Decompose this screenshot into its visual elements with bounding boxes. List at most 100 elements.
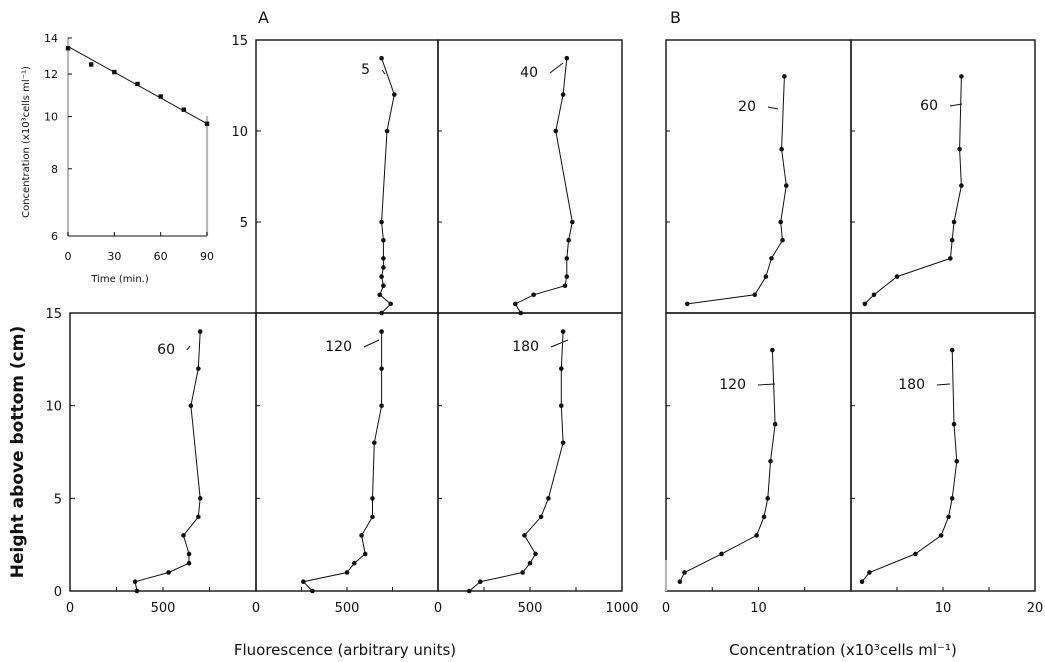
data-point-a-60 <box>132 579 138 585</box>
data-point-b-20 <box>769 256 774 261</box>
inset-y-tick-label: 14 <box>44 32 58 45</box>
data-point-b-20 <box>752 292 758 298</box>
data-point-b-180 <box>867 570 872 575</box>
data-point-a-180 <box>527 560 533 566</box>
annotation-leader-b-60 <box>949 103 963 107</box>
data-point-a-120 <box>379 366 384 371</box>
data-point-b-180 <box>951 421 957 427</box>
inset-ylabel: Concentration (x10³cells ml⁻¹) <box>21 66 32 218</box>
inset-x-tick-label: 90 <box>200 250 214 263</box>
data-point-b-60 <box>862 301 868 307</box>
height-tick-label: 0 <box>54 585 62 600</box>
annotation-label-b-20: 20 <box>738 99 756 115</box>
data-point-a-40 <box>562 283 568 289</box>
panel-frame-a-5 <box>255 39 439 314</box>
data-point-b-180 <box>954 458 960 464</box>
fluorescence-tick-label: 500 <box>151 601 176 616</box>
data-point-b-60 <box>959 183 964 188</box>
axis-ticks <box>67 37 990 592</box>
data-point-b-60 <box>951 219 957 225</box>
text-layer: A B Height above bottom (cm) Fluorescenc… <box>8 8 1043 659</box>
data-point-a-60 <box>188 403 194 409</box>
data-point-a-60 <box>134 588 140 594</box>
concentration-tick-label: 10 <box>935 601 952 616</box>
data-point-a-180 <box>466 588 472 594</box>
data-point-a-120 <box>372 440 377 446</box>
data-point-a-120 <box>359 533 364 538</box>
inset-y-tick-label: 8 <box>51 163 58 176</box>
inset-data-point <box>158 94 163 99</box>
fluorescence-tick-label: 500 <box>335 601 360 616</box>
series-line-a-180 <box>468 331 564 592</box>
inset-xlabel: Time (min.) <box>90 274 149 285</box>
data-point-b-180 <box>946 514 951 520</box>
data-point-b-60 <box>959 74 964 79</box>
data-point-a-60 <box>197 329 203 334</box>
data-point-a-5 <box>392 92 397 97</box>
data-point-a-180 <box>520 570 525 575</box>
data-point-b-20 <box>684 301 690 307</box>
fluorescence-axis-label: Fluorescence (arbitrary units) <box>234 641 456 659</box>
inset-x-tick-label: 60 <box>154 250 168 263</box>
annotation-label-b-120: 120 <box>719 377 746 393</box>
data-point-a-5 <box>388 301 393 307</box>
inset-data-point <box>88 62 94 67</box>
data-point-b-20 <box>763 274 769 279</box>
inset-data-point <box>135 81 140 87</box>
series-layer <box>65 46 964 594</box>
annotation-leader-b-120 <box>757 383 776 386</box>
concentration-axis-label: Concentration (x10³cells ml⁻¹) <box>729 641 957 659</box>
data-point-a-5 <box>379 55 384 61</box>
series-line-b-60 <box>864 76 962 305</box>
panel-frames <box>66 38 1036 592</box>
data-point-a-180 <box>546 496 551 501</box>
data-point-a-120 <box>310 588 315 594</box>
data-point-b-20 <box>783 183 789 188</box>
annotation-label-a-40: 40 <box>520 65 538 81</box>
inset-data-point <box>204 121 210 126</box>
data-point-a-40 <box>560 92 566 97</box>
data-point-a-180 <box>522 533 527 538</box>
data-point-a-5 <box>381 256 386 261</box>
data-point-a-120 <box>370 514 375 520</box>
data-point-b-120 <box>682 570 687 575</box>
data-point-a-5 <box>377 292 383 298</box>
data-point-a-40 <box>564 274 570 279</box>
annotation-label-a-60: 60 <box>157 342 175 358</box>
data-point-a-120 <box>379 403 384 409</box>
height-tick-label: 15 <box>45 307 62 322</box>
data-point-a-5 <box>379 310 384 316</box>
annotation-label-a-5: 5 <box>361 62 370 78</box>
data-point-b-120 <box>677 579 683 585</box>
data-point-a-60 <box>196 366 201 371</box>
series-line-a-5 <box>379 58 395 314</box>
data-point-a-40 <box>512 301 518 307</box>
data-point-b-20 <box>782 74 787 79</box>
data-point-b-20 <box>778 219 783 225</box>
annotation-leader-b-180 <box>936 383 951 386</box>
fluorescence-tick-label: 1000 <box>605 601 638 616</box>
panel-frame-b-180 <box>850 312 1036 592</box>
data-point-a-5 <box>379 219 384 225</box>
data-point-a-120 <box>344 570 350 575</box>
data-point-b-60 <box>949 237 955 243</box>
panel-frame-b-120 <box>665 312 852 592</box>
data-point-a-40 <box>518 310 524 316</box>
data-point-a-5 <box>379 274 384 279</box>
data-point-a-40 <box>564 256 570 261</box>
inset-data-point <box>65 46 71 51</box>
data-point-b-120 <box>765 496 771 501</box>
data-point-a-180 <box>538 514 544 520</box>
data-point-b-180 <box>949 496 955 501</box>
annotation-label-a-180: 180 <box>512 339 539 355</box>
data-point-a-60 <box>186 560 192 566</box>
fluorescence-tick-label: 0 <box>252 601 260 616</box>
data-point-b-60 <box>871 292 877 298</box>
data-point-b-120 <box>772 421 778 427</box>
data-point-b-120 <box>719 551 724 557</box>
height-tick-label: 5 <box>54 492 62 507</box>
data-point-b-20 <box>779 146 784 152</box>
data-point-b-180 <box>938 533 944 538</box>
data-point-a-60 <box>181 533 186 538</box>
data-point-b-180 <box>913 551 918 557</box>
